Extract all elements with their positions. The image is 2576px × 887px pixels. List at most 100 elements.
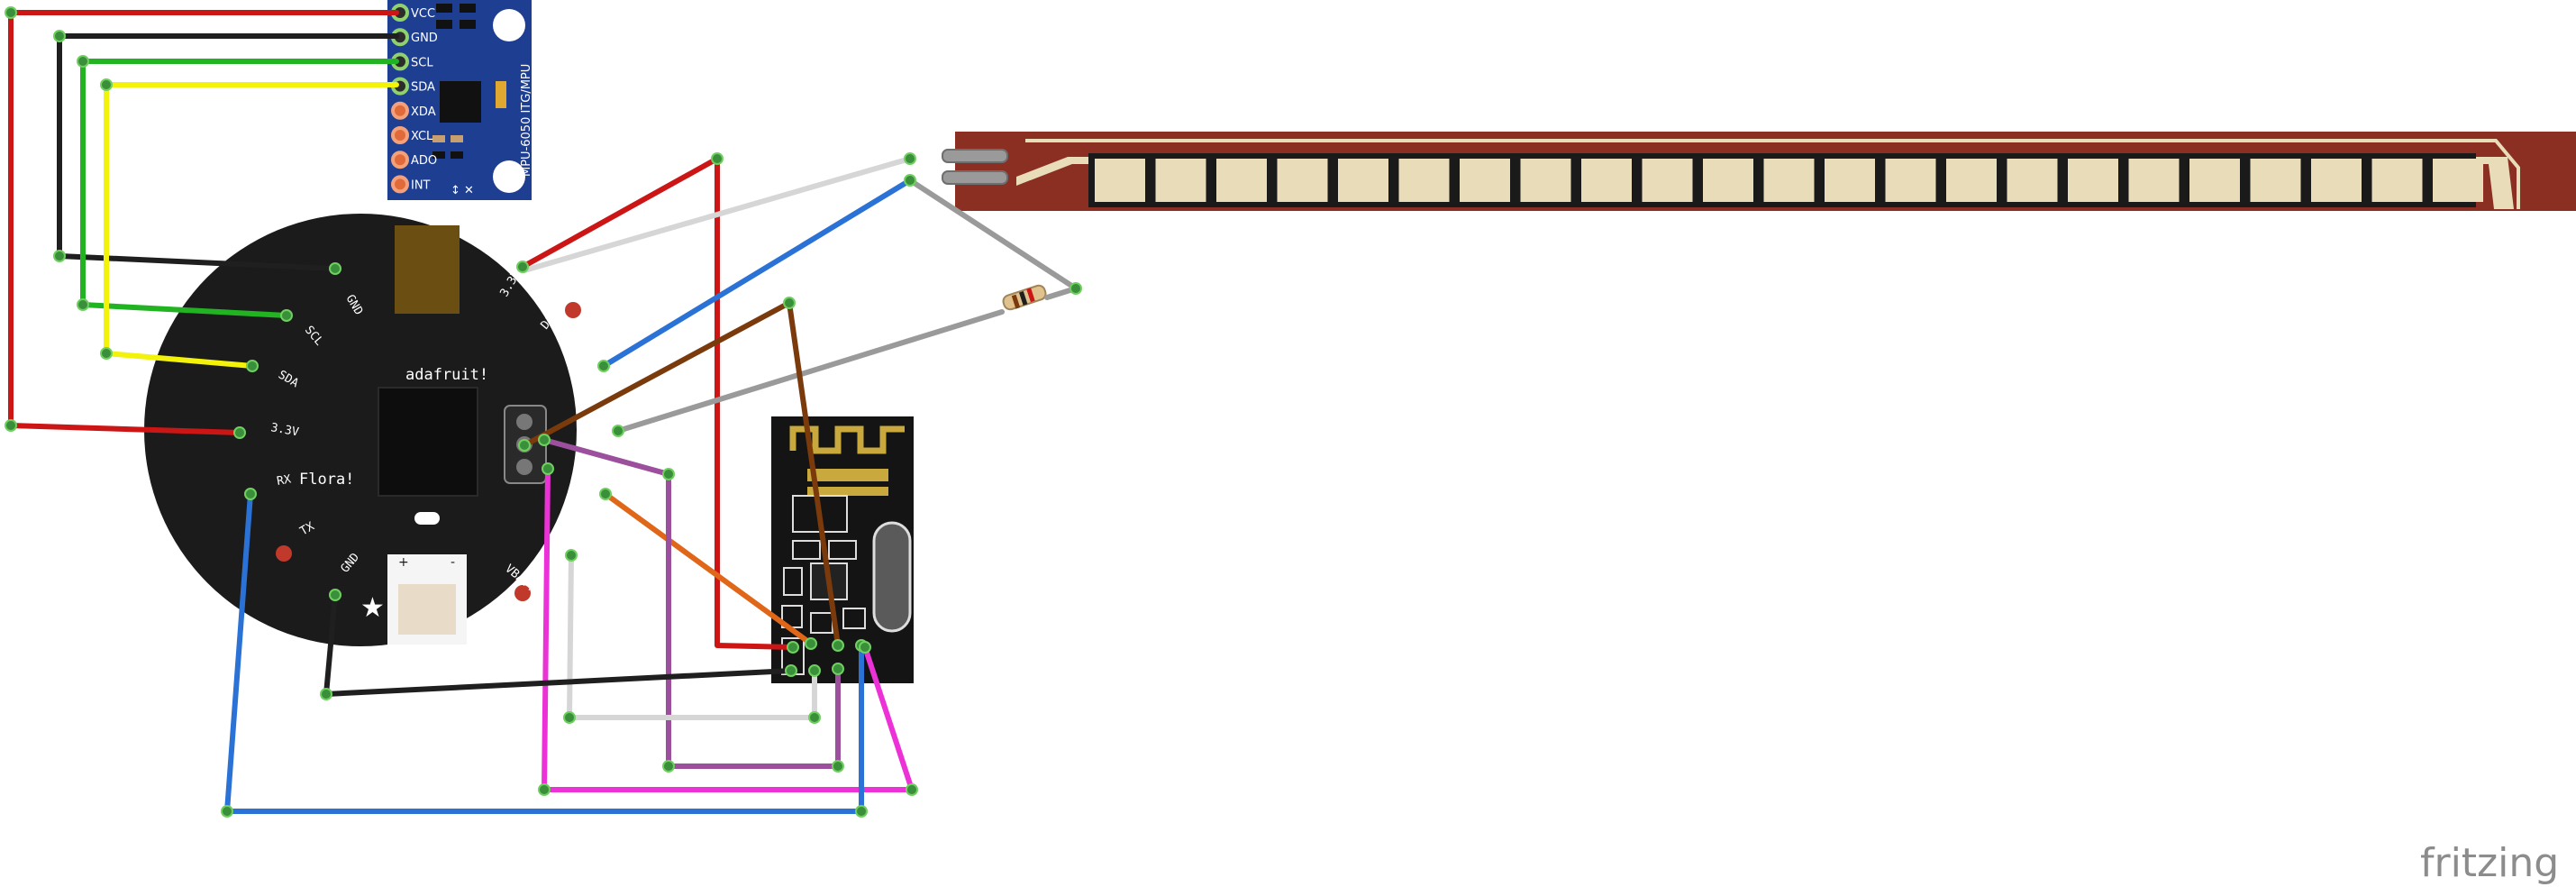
connector-dot	[221, 805, 233, 818]
flex-segment	[1095, 159, 1145, 202]
connector-dot	[565, 549, 578, 562]
connector-dot	[329, 262, 341, 275]
flex-segment	[1825, 159, 1875, 202]
mpu-pin-header: VCC GND SCL SDA XDA XCL ADO INT	[391, 4, 438, 194]
flex-segment	[2007, 159, 2058, 202]
flex-sensor-segments	[1095, 159, 2483, 202]
wire-sda	[104, 82, 399, 369]
connector-dot	[280, 309, 293, 322]
connector-dot	[832, 639, 844, 652]
connector-dot	[538, 434, 551, 446]
mpu-pin	[391, 175, 409, 194]
connector-dot	[320, 688, 332, 700]
connector-dot	[53, 250, 66, 262]
connector-dot	[542, 462, 554, 475]
flex-segment	[1520, 159, 1571, 202]
connector-dot	[77, 55, 89, 68]
connector-dot	[904, 174, 916, 187]
flex-segment	[2068, 159, 2118, 202]
mpu-pin-label: VCC	[411, 7, 435, 21]
connector-dot	[662, 468, 675, 480]
wire-orange	[603, 491, 814, 646]
svg-text:+: +	[398, 555, 409, 570]
connector-dot	[906, 783, 918, 796]
connector-dot	[1070, 282, 1082, 295]
connector-dot	[5, 6, 17, 19]
mpu-pin-label: ADO	[411, 154, 437, 168]
connector-dot	[563, 711, 576, 724]
svg-text:↕ ✕: ↕ ✕	[451, 184, 474, 197]
connector-dot	[787, 641, 799, 654]
connector-dot	[100, 78, 113, 91]
connector-dot	[904, 152, 916, 165]
connector-dot	[612, 425, 624, 437]
connector-dot	[832, 663, 844, 675]
connector-dot	[77, 298, 89, 311]
fritzing-logo: fritzing	[2420, 840, 2559, 886]
flora-pin-label: D9	[569, 361, 587, 380]
flex-segment	[1703, 159, 1753, 202]
flex-segment	[2250, 159, 2301, 202]
connector-dot	[711, 152, 724, 165]
connector-dot	[808, 664, 821, 677]
mpu-pin-label: SDA	[411, 81, 435, 95]
flex-segment	[1155, 159, 1206, 202]
connection-points	[5, 6, 1082, 818]
connector-dot	[597, 360, 610, 372]
connector-dot	[516, 261, 529, 273]
connector-dot	[855, 805, 868, 818]
connector-dot	[808, 711, 821, 724]
flex-segment	[1946, 159, 1997, 202]
flex-segment	[1581, 159, 1632, 202]
flora-pin-label: D6	[572, 475, 588, 490]
mpu-pin-label: SCL	[411, 56, 433, 69]
wire-pink	[542, 466, 915, 792]
connector-dot	[53, 30, 66, 42]
flex-segment	[2128, 159, 2180, 202]
flex-segment	[1277, 159, 1328, 202]
connector-dot	[832, 760, 844, 773]
wire-gnd	[57, 33, 399, 271]
connector-dot	[662, 760, 675, 773]
wire-flex-b	[601, 178, 913, 369]
flex-segment	[2189, 159, 2240, 202]
flex-segment	[2311, 159, 2362, 202]
flex-segment	[2433, 159, 2483, 202]
flex-segment	[2371, 159, 2423, 202]
flora-pin-label: GND	[584, 417, 607, 434]
flex-segment	[1763, 159, 1815, 202]
svg-text:-: -	[451, 555, 455, 570]
connector-dot	[329, 589, 341, 601]
connector-dot	[244, 488, 257, 500]
flex-segment	[1216, 159, 1267, 202]
connector-dot	[518, 439, 531, 452]
flex-segment	[1642, 159, 1693, 202]
wire-vcc	[8, 10, 399, 435]
connector-dot	[100, 347, 113, 360]
mpu-pin-label: GND	[411, 32, 438, 45]
connector-dot	[5, 419, 17, 432]
connector-dot	[246, 360, 259, 372]
mpu-pin-label: XDA	[411, 105, 436, 119]
wire-flex-a	[522, 156, 913, 273]
mpu-pin	[391, 126, 409, 144]
flora-board: + - ★ adafruit! Flora! GNDSCLSDA3.3VRXTX…	[144, 214, 607, 646]
mpu6050-board: MPU-6050 ITG/MPU VCC GND SCL SDA XDA XCL ADO IN…	[387, 0, 533, 200]
flex-segment	[1460, 159, 1510, 202]
connector-dot	[783, 297, 796, 309]
wire-white-2	[567, 553, 817, 720]
resistor	[1002, 284, 1047, 311]
flex-segment	[1885, 159, 1936, 202]
mpu-pin	[391, 101, 409, 120]
flora-brand: adafruit!	[405, 366, 488, 384]
flex-sensor	[906, 132, 2576, 211]
flora-pin-label: 3.3V	[269, 421, 300, 439]
connector-dot	[599, 488, 612, 500]
flora-pin-label: RX	[276, 472, 292, 489]
flora-pin-label: TX	[298, 520, 317, 539]
mpu-pin-label: INT	[411, 178, 431, 192]
wire-scl	[80, 59, 399, 318]
mpu-pin	[391, 151, 409, 169]
svg-text:★: ★	[360, 592, 385, 624]
